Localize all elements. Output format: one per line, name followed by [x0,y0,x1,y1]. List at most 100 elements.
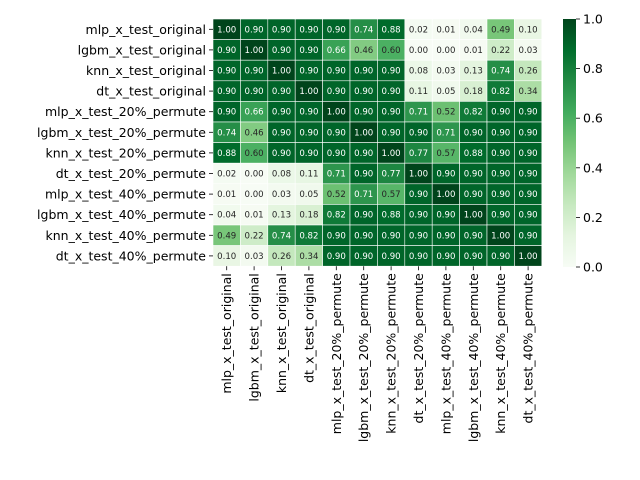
cell-value-label: 0.90 [299,108,318,118]
cell-value-label: 1.00 [217,25,236,35]
cell-value-label: 0.90 [245,87,264,97]
column-tick-label: lgbm_x_test_20%_permute [356,273,371,442]
cell-value-label: 0.18 [299,211,318,221]
cell-value-label: 0.01 [464,46,483,56]
cell-value-label: 0.90 [354,170,373,180]
cell-value-label: 0.90 [272,87,291,97]
cell-value-label: 0.90 [382,252,401,262]
cell-value-label: 0.01 [436,25,455,35]
cell-value-label: 0.02 [409,25,428,35]
cell-value-label: 0.88 [464,149,483,159]
column-tick-label: lgbm_x_test_40%_permute [466,273,481,442]
cell-value-label: 0.90 [217,46,236,56]
cell-value-label: 0.90 [382,67,401,77]
column-tick-label: dt_x_test_40%_permute [521,273,536,424]
row-tick-label: mlp_x_test_20%_permute [45,104,206,119]
cell-value-label: 0.00 [245,170,264,180]
cell-value-label: 1.00 [245,46,264,56]
cell-value-label: 0.90 [354,211,373,221]
cell-value-label: 0.90 [409,231,428,241]
colorbar-tick-label: 0.4 [583,160,603,175]
cell-value-label: 0.90 [491,128,510,138]
cell-value-label: 0.90 [464,231,483,241]
cell-value-label: 0.90 [519,149,538,159]
cell-value-label: 0.88 [217,149,236,159]
cell-value-label: 1.00 [436,190,455,200]
cell-value-label: 0.90 [354,67,373,77]
cell-value-label: 0.46 [354,46,373,56]
cell-value-label: 0.71 [354,190,373,200]
cell-value-label: 0.90 [272,108,291,118]
cell-value-label: 0.03 [519,46,538,56]
cell-value-label: 0.82 [327,211,346,221]
column-tick-label: mlp_x_test_20%_permute [329,273,344,434]
cell-value-label: 0.90 [464,128,483,138]
column-tick-label: knn_x_test_original [274,273,289,393]
cell-value-label: 0.90 [299,128,318,138]
row-tick-label: knn_x_test_40%_permute [45,228,206,243]
cell-value-label: 0.90 [436,252,455,262]
cell-value-label: 1.00 [382,149,401,159]
cell-value-label: 0.90 [519,231,538,241]
cell-value-label: 0.90 [491,149,510,159]
cell-value-label: 0.90 [382,87,401,97]
cell-value-label: 0.66 [327,46,346,56]
cell-value-label: 0.90 [299,25,318,35]
cell-value-label: 0.82 [491,87,510,97]
column-labels: mlp_x_test_original lgbm_x_test_original k… [219,266,536,442]
cell-value-label: 0.77 [382,170,401,180]
column-tick-label: knn_x_test_40%_permute [493,273,508,434]
cell-value-label: 0.57 [382,190,401,200]
row-tick-label: knn_x_test_20%_permute [45,145,206,160]
colorbar-tick-label: 0.6 [583,111,603,126]
cell-value-label: 0.46 [245,128,264,138]
cell-value-label: 0.57 [436,149,455,159]
cell-value-label: 0.01 [217,190,236,200]
cell-value-label: 0.90 [491,252,510,262]
cell-value-label: 0.26 [272,252,291,262]
cell-value-label: 0.90 [272,46,291,56]
row-tick-label: lgbm_x_test_40%_permute [37,207,206,222]
cell-value-label: 0.90 [436,211,455,221]
cell-value-label: 0.90 [272,25,291,35]
cell-value-label: 0.77 [409,149,428,159]
cell-value-label: 0.13 [464,67,483,77]
cell-value-label: 0.90 [409,190,428,200]
cell-value-label: 0.90 [409,128,428,138]
cell-value-label: 0.90 [409,252,428,262]
cell-value-label: 0.90 [519,128,538,138]
cell-value-label: 1.00 [519,252,538,262]
cell-value-label: 0.05 [299,190,318,200]
column-tick-label: dt_x_test_20%_permute [411,273,426,424]
cell-value-label: 0.82 [299,231,318,241]
cell-value-label: 0.90 [519,170,538,180]
cell-value-label: 0.02 [217,170,236,180]
column-tick-label: mlp_x_test_original [219,273,234,393]
cell-value-label: 0.90 [327,128,346,138]
cell-value-label: 1.00 [272,67,291,77]
cell-value-label: 0.10 [519,25,538,35]
cell-value-label: 0.90 [217,108,236,118]
cell-value-label: 0.49 [217,231,236,241]
cell-value-label: 0.05 [436,87,455,97]
colorbar-tick-label: 0.8 [583,61,603,76]
row-tick-label: dt_x_test_original [96,84,206,99]
cell-value-label: 0.60 [382,46,401,56]
column-tick-label: knn_x_test_20%_permute [384,273,399,434]
cell-value-label: 0.90 [519,211,538,221]
column-tick-label: mlp_x_test_40%_permute [438,273,453,434]
colorbar-tick-label: 1.0 [583,12,603,27]
row-tick-label: mlp_x_test_40%_permute [45,187,206,202]
cell-value-label: 0.90 [327,231,346,241]
cell-value-label: 0.10 [217,252,236,262]
cell-value-label: 0.90 [245,67,264,77]
cell-value-label: 0.82 [464,108,483,118]
cell-value-label: 0.90 [217,87,236,97]
cell-value-label: 0.90 [327,252,346,262]
colorbar-gradient [563,19,576,267]
cell-value-label: 0.71 [409,108,428,118]
row-tick-label: lgbm_x_test_original [78,42,206,57]
cell-value-label: 0.52 [436,108,455,118]
cell-value-label: 0.90 [327,25,346,35]
